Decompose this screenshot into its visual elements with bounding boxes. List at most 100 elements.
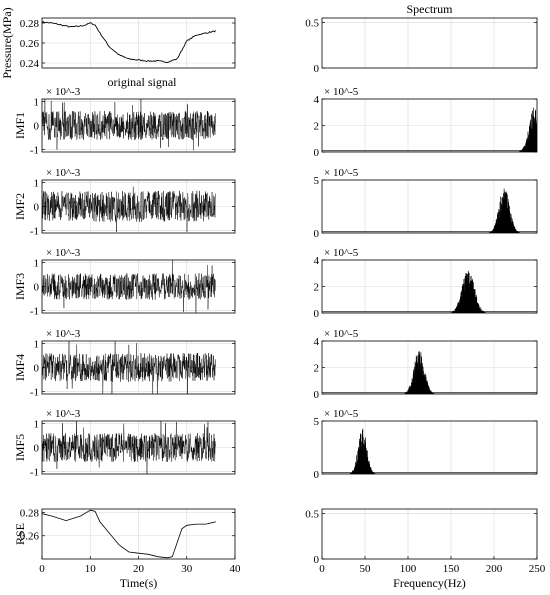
panel-spec0: 0.5 0 Spectrum (305, 2, 538, 75)
plot-area (322, 188, 537, 233)
y-tick-label: 0.28 (20, 507, 40, 519)
plot-area (42, 99, 216, 151)
axis-exponent-label: × 10^-5 (324, 408, 359, 420)
series-noise (42, 186, 216, 233)
x-tick-label: 50 (360, 563, 372, 575)
x-tick-label: 100 (400, 563, 417, 575)
y-tick-label: 0 (314, 469, 320, 481)
y-tick-label: 4 (314, 94, 320, 106)
y-tick-label: 0.28 (20, 18, 40, 30)
spectrum-peak (322, 107, 537, 152)
y-tick-label: -1 (30, 226, 39, 238)
series-noise (42, 421, 216, 474)
x-tick-label: 10 (85, 563, 97, 575)
panel-imf3: 1 0 -1 × 10^-3 IMF3 (13, 247, 236, 318)
series-noise (42, 99, 216, 151)
panel-spec1: 4 2 0 × 10^-5 (314, 86, 538, 159)
panel-annotation: original signal (108, 75, 178, 89)
axes-frame (321, 179, 538, 234)
axes-frame (321, 17, 538, 69)
series-line (42, 509, 216, 559)
y-tick-label: 0.5 (305, 509, 319, 521)
plot-area (322, 428, 537, 474)
y-tick-label: 1 (34, 96, 40, 108)
panel-imf1: 1 0 -1 × 10^-3 IMF1 (13, 86, 236, 157)
spectrum-peak (322, 428, 537, 474)
y-tick-label: 0 (34, 121, 40, 133)
y-tick-label: 1 (34, 257, 40, 269)
spectrum-peak (322, 351, 537, 394)
y-axis-label: IMF2 (13, 193, 27, 220)
spectrum-peak (322, 270, 537, 313)
plot-area (42, 21, 217, 63)
panel-pressure: 0.28 0.26 0.24 Pressure(MPa) original signal (0, 7, 236, 89)
x-tick-label: 40 (230, 563, 242, 575)
axis-exponent-label: × 10^-3 (46, 408, 81, 420)
y-tick-label: 2 (314, 282, 320, 294)
y-tick-label: 0.26 (20, 531, 40, 543)
x-tick-label: 0 (319, 563, 325, 575)
y-tick-label: -1 (30, 387, 39, 399)
y-tick-label: 0 (314, 308, 320, 320)
axis-exponent-label: × 10^-5 (324, 167, 359, 179)
x-tick-label: 150 (443, 563, 460, 575)
series-noise (42, 260, 216, 313)
plot-area (42, 186, 216, 233)
y-axis-label: Pressure(MPa) (0, 7, 14, 78)
y-tick-label: 0.26 (20, 38, 40, 50)
y-axis-label: IMF1 (13, 112, 27, 139)
axes-frame (321, 508, 538, 560)
y-tick-label: 1 (34, 418, 40, 430)
y-axis-label: RSE (13, 523, 27, 545)
y-tick-label: 5 (314, 416, 320, 428)
x-tick-label: 0 (39, 563, 45, 575)
plot-area (322, 270, 537, 313)
axis-exponent-label: × 10^-5 (324, 86, 359, 98)
y-tick-label: 0 (314, 147, 320, 159)
x-tick-label: 30 (181, 563, 193, 575)
y-tick-label: 2 (314, 121, 320, 133)
panel-spec4: 4 2 0 × 10^-5 (314, 328, 538, 401)
panel-rse: 0.28 0.26 0 10 20 30 40 RSE Time(s) (13, 507, 241, 590)
y-tick-label: 0 (314, 63, 320, 75)
panel-imf5: 1 0 -1 × 10^-3 IMF5 (13, 408, 236, 479)
plot-area (42, 341, 216, 394)
axes-frame (321, 420, 538, 475)
y-tick-label: 5 (314, 175, 320, 187)
chart-title: Spectrum (407, 2, 454, 16)
axis-exponent-label: × 10^-3 (46, 328, 81, 340)
panel-spec6: 0.5 00 50 100 150 200 250 Frequency(Hz) (305, 509, 546, 590)
plot-area (322, 107, 537, 152)
y-axis-label: IMF3 (13, 273, 27, 300)
panel-imf2: 1 0 -1 × 10^-3 IMF2 (13, 167, 236, 238)
plot-area (322, 351, 537, 394)
panel-spec5: 5 0 × 10^-5 (314, 408, 538, 481)
y-tick-label: -1 (30, 306, 39, 318)
y-axis-label: IMF4 (13, 354, 27, 381)
x-axis-label: Time(s) (120, 576, 158, 590)
y-tick-label: 0 (34, 282, 40, 294)
axis-exponent-label: × 10^-5 (324, 328, 359, 340)
y-tick-label: 0 (314, 228, 320, 240)
axis-exponent-label: × 10^-3 (46, 86, 81, 98)
y-tick-label: 0.24 (20, 58, 40, 70)
x-tick-label: 20 (133, 563, 145, 575)
y-tick-label: -1 (30, 145, 39, 157)
y-axis-label: IMF5 (13, 434, 27, 461)
plot-area (42, 260, 216, 313)
y-tick-label: 4 (314, 255, 320, 267)
x-tick-label: 250 (529, 563, 546, 575)
axis-exponent-label: × 10^-3 (46, 247, 81, 259)
series-line (42, 21, 217, 63)
series-noise (42, 341, 216, 394)
x-tick-label: 200 (486, 563, 503, 575)
plot-area (42, 421, 216, 474)
y-tick-label: -1 (30, 467, 39, 479)
panel-spec2: 5 0 × 10^-5 (314, 167, 538, 240)
axis-exponent-label: × 10^-3 (46, 167, 81, 179)
y-tick-label: 0 (34, 363, 40, 375)
plot-area (42, 509, 216, 559)
y-tick-label: 0 (34, 443, 40, 455)
y-tick-label: 4 (314, 336, 320, 348)
